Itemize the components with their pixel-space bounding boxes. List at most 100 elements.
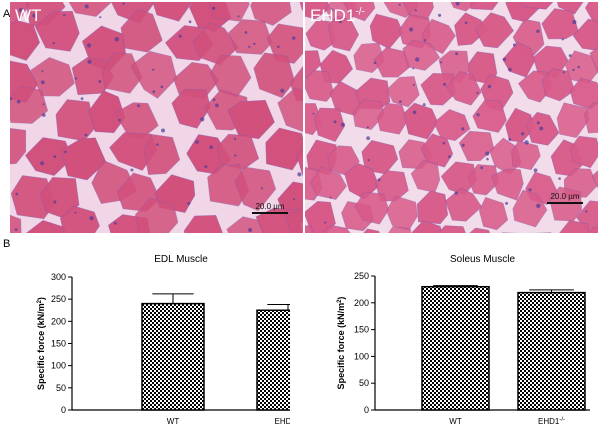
muscle-tissue-image — [10, 2, 303, 233]
nucleus — [539, 127, 543, 131]
nucleus — [423, 103, 426, 106]
nucleus — [248, 228, 252, 232]
bar — [518, 293, 585, 410]
nucleus — [529, 188, 532, 191]
nucleus — [209, 145, 213, 149]
nucleus — [161, 129, 165, 133]
nucleus — [53, 42, 55, 44]
nucleus — [572, 69, 574, 71]
y-axis-label: Specific force (kN/m2) — [336, 297, 346, 390]
y-tick-label: 300 — [51, 272, 66, 282]
nucleus — [368, 159, 370, 161]
nucleus — [412, 68, 414, 70]
nucleus — [87, 60, 91, 64]
nucleus — [415, 57, 419, 61]
nucleus — [234, 138, 236, 140]
nucleus — [63, 14, 65, 16]
nucleus — [17, 100, 21, 104]
nucleus — [189, 20, 192, 23]
nucleus — [179, 35, 182, 38]
nucleus — [558, 177, 561, 180]
nucleus — [115, 37, 119, 41]
nucleus — [486, 158, 489, 161]
nucleus — [438, 14, 441, 17]
bar — [142, 304, 204, 410]
nucleus — [536, 204, 540, 208]
muscle-fiber — [305, 70, 334, 101]
nucleus — [537, 121, 540, 124]
nucleus — [152, 90, 155, 93]
nucleus — [423, 39, 425, 41]
nucleus — [152, 69, 154, 71]
x-tick-label: WT — [449, 417, 462, 426]
nucleus — [503, 58, 506, 61]
nucleus — [53, 200, 56, 203]
nucleus — [572, 20, 576, 24]
nucleus — [42, 113, 46, 117]
nucleus — [293, 198, 295, 200]
nucleus — [330, 197, 332, 199]
nucleus — [200, 117, 204, 121]
nucleus — [366, 136, 370, 140]
x-tick-label: EHD1-/- — [538, 417, 565, 426]
y-tick-label: 200 — [51, 316, 66, 326]
nucleus — [41, 80, 45, 84]
nucleus — [536, 30, 539, 33]
nucleus — [477, 113, 480, 116]
nucleus — [455, 52, 458, 55]
x-tick-label: WT — [167, 417, 180, 426]
nucleus — [81, 97, 84, 100]
nucleus — [562, 38, 564, 40]
nucleus — [85, 134, 88, 137]
x-tick-label: EHD1-/- — [274, 417, 290, 426]
nucleus — [399, 4, 401, 6]
y-tick-label: 250 — [51, 294, 66, 304]
nucleus — [87, 43, 91, 47]
nucleus — [440, 61, 442, 63]
nucleus — [114, 222, 117, 225]
nucleus — [64, 151, 67, 154]
y-tick-label: 150 — [354, 325, 369, 335]
panel-b-letter: B — [3, 238, 10, 250]
bar — [257, 310, 290, 410]
nucleus — [15, 193, 18, 196]
nucleus — [374, 62, 377, 65]
nucleus — [213, 98, 216, 101]
nucleus — [413, 111, 417, 115]
nucleus — [378, 178, 381, 181]
nucleus — [448, 155, 451, 158]
y-tick-label: 200 — [354, 298, 369, 308]
nucleus — [215, 104, 219, 108]
y-tick-label: 100 — [51, 361, 66, 371]
y-tick-label: 150 — [51, 339, 66, 349]
nucleus — [195, 140, 199, 144]
nucleus — [569, 54, 572, 57]
y-axis-label: Specific force (kN/m2) — [36, 297, 46, 390]
nucleus — [485, 152, 489, 156]
nucleus — [367, 126, 369, 128]
nucleus — [455, 192, 458, 195]
scale-bar: 20.0 µm — [252, 202, 288, 214]
y-tick-label: 0 — [61, 405, 66, 415]
nucleus — [476, 92, 478, 94]
bar — [422, 287, 489, 410]
nucleus — [409, 27, 413, 31]
nucleus — [462, 144, 465, 147]
nucleus — [415, 9, 417, 11]
nucleus — [89, 216, 93, 220]
nucleus — [74, 212, 76, 214]
nucleus — [465, 22, 468, 25]
nucleus — [513, 43, 516, 46]
nucleus — [99, 80, 102, 83]
micrograph-label: WT — [15, 6, 41, 26]
nucleus — [245, 31, 248, 34]
nucleus — [577, 66, 580, 69]
nucleus — [341, 123, 345, 127]
nucleus — [399, 100, 402, 103]
nucleus — [187, 202, 190, 205]
nucleus — [212, 7, 215, 10]
nucleus — [75, 77, 77, 79]
